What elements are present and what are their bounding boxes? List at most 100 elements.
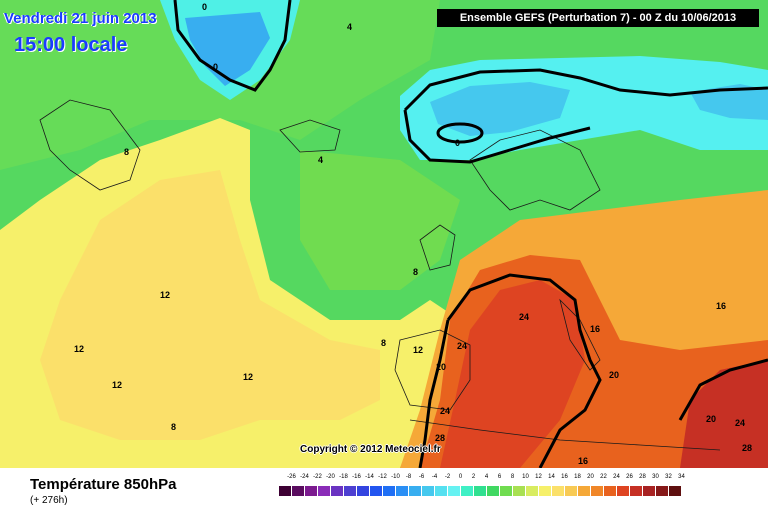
legend-swatch	[305, 486, 318, 496]
contour-label: 0	[202, 2, 207, 12]
isotherm-0-north	[173, 0, 292, 92]
legend-tick-label: -18	[339, 474, 348, 480]
variable-title: Température 850hPa	[30, 476, 177, 493]
contour-label-group: 0 0 0 4 4 8 8 8 8 12 12 12 12 12 16 16 1…	[74, 2, 752, 466]
legend-swatch	[357, 486, 370, 496]
legend-tick-label: 14	[548, 474, 555, 480]
legend-swatch	[656, 486, 669, 496]
contour-label: 16	[578, 456, 588, 466]
contour-label: 8	[381, 338, 386, 348]
legend-swatch	[617, 486, 630, 496]
legend-tick-label: 4	[484, 474, 489, 480]
contour-label: 12	[413, 345, 423, 355]
contour-label: 12	[112, 380, 122, 390]
contour-label: 16	[716, 301, 726, 311]
contour-label: 24	[519, 312, 529, 322]
legend-tick-label: 22	[600, 474, 607, 480]
field-cold-scandinavia	[400, 56, 768, 160]
field-cold-north-core	[185, 12, 270, 86]
coastline-greenland	[39, 99, 141, 191]
legend-tick-label: -4	[431, 474, 438, 480]
contour-label: 12	[160, 290, 170, 300]
legend-tick-label: -12	[378, 474, 387, 480]
field-hot-east	[680, 360, 768, 468]
contour-label: 0	[213, 62, 218, 72]
legend-tick-label: -8	[405, 474, 412, 480]
legend-swatch	[630, 486, 643, 496]
legend-tick-label: 20	[587, 474, 594, 480]
legend-tick-label: 32	[665, 474, 672, 480]
legend-swatch	[591, 486, 604, 496]
coastline-british-isles	[419, 224, 456, 271]
legend-swatch	[604, 486, 617, 496]
coastline-iceland	[279, 119, 341, 153]
field-hot-core	[440, 280, 585, 468]
contour-label: 12	[243, 372, 253, 382]
legend-swatch	[669, 486, 682, 496]
field-warm-atlantic-inner	[40, 170, 380, 440]
legend-swatch	[396, 486, 409, 496]
legend-tick-label: -24	[300, 474, 309, 480]
legend-tick-label: 6	[497, 474, 502, 480]
footer-bar: Température 850hPa (+ 276h) -2 6 -24 -22 -20…	[0, 468, 768, 512]
legend-tick-label: -2	[444, 474, 451, 480]
contour-label: 28	[435, 433, 445, 443]
forecast-time: 15:00 locale	[14, 34, 128, 56]
legend-swatch	[448, 486, 461, 496]
contour-label: 20	[706, 414, 716, 424]
coastline-north-africa	[409, 419, 721, 451]
forecast-date: Vendredi 21 juin 2013	[4, 10, 157, 27]
legend-tick-label: 28	[639, 474, 646, 480]
contour-label: 24	[440, 406, 450, 416]
legend-swatch	[526, 486, 539, 496]
legend-tick-label: 0	[458, 474, 463, 480]
legend-swatch	[383, 486, 396, 496]
legend-tick-label: 2	[471, 474, 476, 480]
legend-swatch	[513, 486, 526, 496]
legend-tick-label: 18	[574, 474, 581, 480]
contour-label: 20	[436, 362, 446, 372]
legend-tick-label: -6	[418, 474, 425, 480]
isotherm-24-core	[446, 273, 602, 468]
contour-label: 24	[735, 418, 745, 428]
coastline-scandinavia	[469, 129, 601, 211]
isotherm-0-scandinavia-lower	[403, 109, 591, 164]
legend-tick-label: 16	[561, 474, 568, 480]
isotherm-24-west	[418, 319, 450, 468]
legend-tick-label: 12	[535, 474, 542, 480]
legend-tick-label: -20	[326, 474, 335, 480]
legend-swatch	[422, 486, 435, 496]
legend-tick-label: 10	[522, 474, 529, 480]
legend-swatch	[539, 486, 552, 496]
contour-label: 12	[74, 344, 84, 354]
contour-label: 24	[457, 341, 467, 351]
legend-tick-label: -10	[391, 474, 400, 480]
contour-label: 28	[742, 443, 752, 453]
legend-swatch	[331, 486, 344, 496]
lead-time: (+ 276h)	[30, 495, 68, 506]
isotherm-0-scandinavia	[403, 68, 768, 112]
legend-swatch	[370, 486, 383, 496]
field-cold-scandinavia-core	[430, 82, 570, 136]
legend-tick-label: 24	[613, 474, 620, 480]
legend-ticks: -26 -24 -22 -20 -18 -16 -14 -12 -10 -8 -6 -4 -2 0 2 4 6 8…	[279, 474, 756, 484]
legend-tick-label: 26	[626, 474, 633, 480]
isotherm-0-cell	[436, 122, 484, 144]
legend-swatch	[435, 486, 448, 496]
field-green-north-sea	[300, 150, 460, 290]
contour-label: 20	[609, 370, 619, 380]
legend-swatch	[344, 486, 357, 496]
legend-tick-label: -16	[352, 474, 361, 480]
legend-tick-label: 8	[510, 474, 515, 480]
legend-tick-label: -14	[365, 474, 374, 480]
temperature-field: 0 0 0 4 4 8 8 8 8 12 12 12 12 12 16 16 1…	[0, 0, 768, 468]
copyright-notice: Copyright © 2012 Meteociel.fr	[300, 444, 441, 455]
legend-swatch	[474, 486, 487, 496]
legend-swatches	[279, 486, 756, 496]
legend-tick-label: -22	[313, 474, 322, 480]
contour-label: 0	[455, 138, 460, 148]
isotherm-24-east	[678, 358, 768, 421]
legend-tick-label: 34	[678, 474, 685, 480]
legend-swatch	[578, 486, 591, 496]
